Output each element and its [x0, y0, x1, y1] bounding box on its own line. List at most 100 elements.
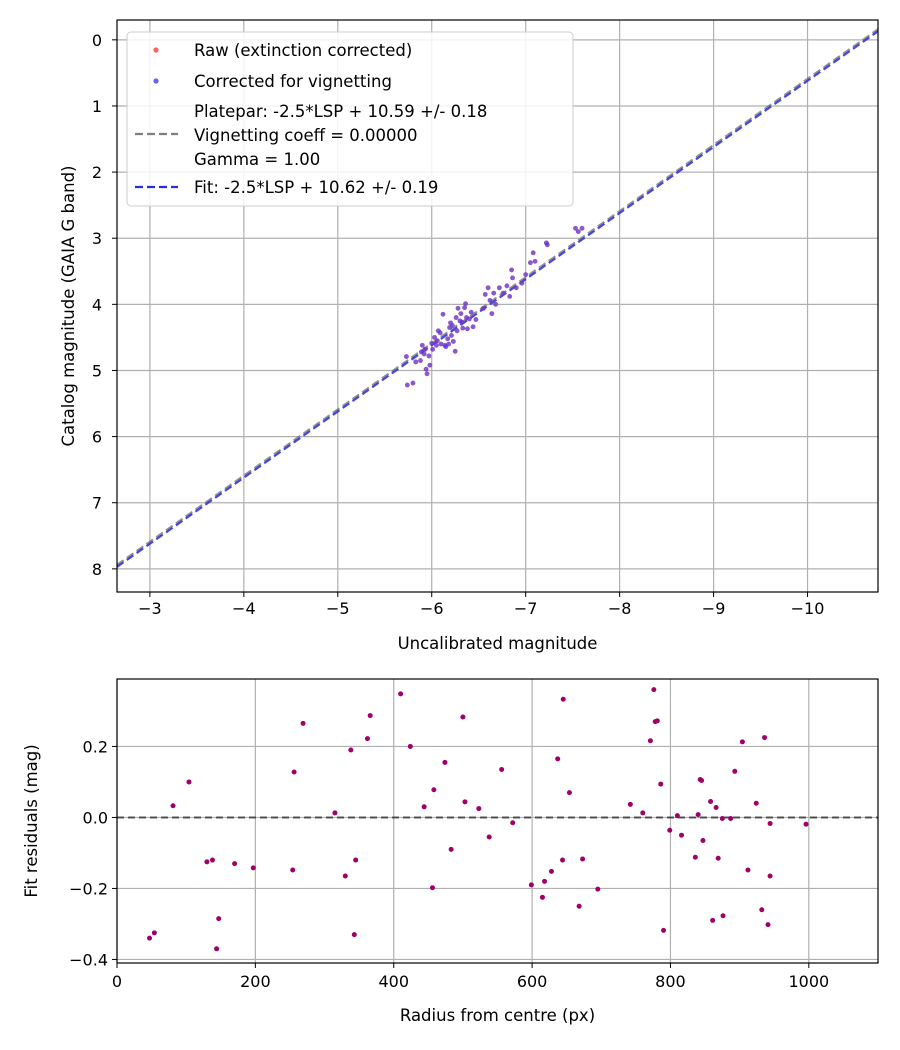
y-tick-label: 7 — [92, 494, 102, 513]
corrected-point — [519, 280, 525, 286]
corrected-point — [473, 317, 479, 322]
residual-point — [342, 873, 348, 879]
residual-point — [528, 882, 534, 888]
y-tick-label: 4 — [92, 295, 102, 314]
corrected-point — [482, 292, 488, 297]
residual-point — [151, 930, 157, 936]
legend-label-platepar: Vignetting coeff = 0.00000 — [194, 126, 418, 145]
residual-point — [170, 803, 176, 809]
y-tick-label: 2 — [92, 163, 102, 182]
residual-point — [762, 735, 768, 741]
residual-point — [700, 838, 706, 844]
corrected-point — [434, 338, 440, 344]
legend-label-platepar: Platepar: -2.5*LSP + 10.59 +/- 0.18 — [194, 102, 487, 121]
corrected-point — [532, 258, 538, 264]
residual-point — [647, 738, 653, 744]
residual-point — [699, 778, 705, 784]
residual-point — [398, 691, 404, 697]
corrected-point — [418, 358, 423, 363]
platepar-line — [117, 28, 878, 566]
x-tick-label: −9 — [702, 599, 726, 618]
residual-point — [367, 713, 373, 719]
residual-point — [651, 687, 657, 693]
corrected-point — [423, 366, 429, 372]
corrected-point — [454, 328, 460, 334]
legend: Raw (extinction corrected) Corrected for … — [126, 31, 574, 207]
residual-point — [216, 916, 222, 922]
y-tick-label: 6 — [92, 428, 102, 447]
y-tick-label: 8 — [92, 560, 102, 579]
residual-point — [566, 790, 572, 796]
residual-point — [539, 894, 545, 900]
x-tick-label: 1000 — [788, 972, 829, 991]
legend-marker-corrected — [153, 78, 159, 84]
residual-point — [486, 834, 492, 840]
residual-point — [555, 756, 561, 762]
residual-point — [542, 878, 548, 884]
corrected-point — [460, 325, 466, 331]
x-tick-label: −8 — [608, 599, 632, 618]
residual-point — [560, 696, 566, 702]
residual-point — [580, 856, 586, 862]
residual-point — [695, 812, 701, 818]
residual-point — [658, 781, 664, 787]
plot-area — [117, 28, 878, 568]
corrected-point — [509, 267, 514, 273]
corrected-point — [489, 311, 495, 317]
residual-point — [421, 804, 427, 810]
corrected-point — [422, 346, 428, 352]
corrected-point — [513, 285, 519, 291]
corrected-point — [544, 242, 550, 248]
x-tick-label: 400 — [378, 972, 409, 991]
corrected-point — [403, 354, 409, 359]
corrected-point — [496, 285, 502, 291]
residual-point — [692, 854, 698, 860]
corrected-point — [500, 290, 506, 296]
x-axis-label: Uncalibrated magnitude — [398, 634, 598, 653]
corrected-point — [446, 341, 452, 347]
residual-point — [250, 865, 256, 871]
corrected-point — [440, 311, 446, 317]
residuals-plot: 0 200 400 600 800 1000 −0.4 −0.2 0.0 0.2 Radius fr… — [22, 678, 879, 1025]
corrected-point — [419, 342, 425, 348]
y-tick-label: 0 — [92, 31, 102, 50]
residual-point — [732, 768, 738, 774]
y-tick-label: −0.2 — [69, 879, 108, 898]
legend-label-corrected: Corrected for vignetting — [194, 72, 392, 91]
residual-point — [674, 813, 680, 819]
corrected-point — [421, 351, 427, 357]
residual-point — [429, 885, 435, 891]
x-tick-label: 200 — [240, 972, 271, 991]
residual-point — [442, 759, 448, 765]
residual-point — [214, 946, 220, 952]
x-tick-label: −6 — [420, 599, 444, 618]
residual-point — [595, 886, 601, 892]
x-axis-label: Radius from centre (px) — [400, 1006, 595, 1025]
residual-point — [204, 859, 210, 865]
residual-point — [627, 801, 633, 807]
y-tick-label: 0.0 — [83, 808, 108, 827]
corrected-point — [468, 309, 474, 315]
corrected-point — [450, 323, 455, 328]
corrected-point — [459, 319, 465, 325]
corrected-point — [424, 371, 430, 377]
corrected-point — [434, 342, 439, 348]
residual-point — [739, 739, 745, 745]
corrected-point — [429, 340, 435, 346]
y-tick-label: 1 — [92, 97, 102, 116]
legend-label-fit: Fit: -2.5*LSP + 10.62 +/- 0.19 — [194, 178, 438, 197]
x-tick-label: −7 — [514, 599, 538, 618]
x-tick-label: 800 — [655, 972, 686, 991]
corrected-point — [573, 225, 578, 231]
corrected-point — [463, 301, 468, 307]
corrected-point — [493, 301, 499, 307]
corrected-point — [504, 283, 510, 289]
residual-point — [332, 810, 338, 816]
corrected-point — [427, 362, 433, 368]
fit-line — [117, 30, 878, 568]
residual-point — [765, 922, 771, 928]
residual-point — [715, 855, 721, 861]
residual-point — [147, 935, 153, 941]
residual-point — [654, 718, 660, 724]
